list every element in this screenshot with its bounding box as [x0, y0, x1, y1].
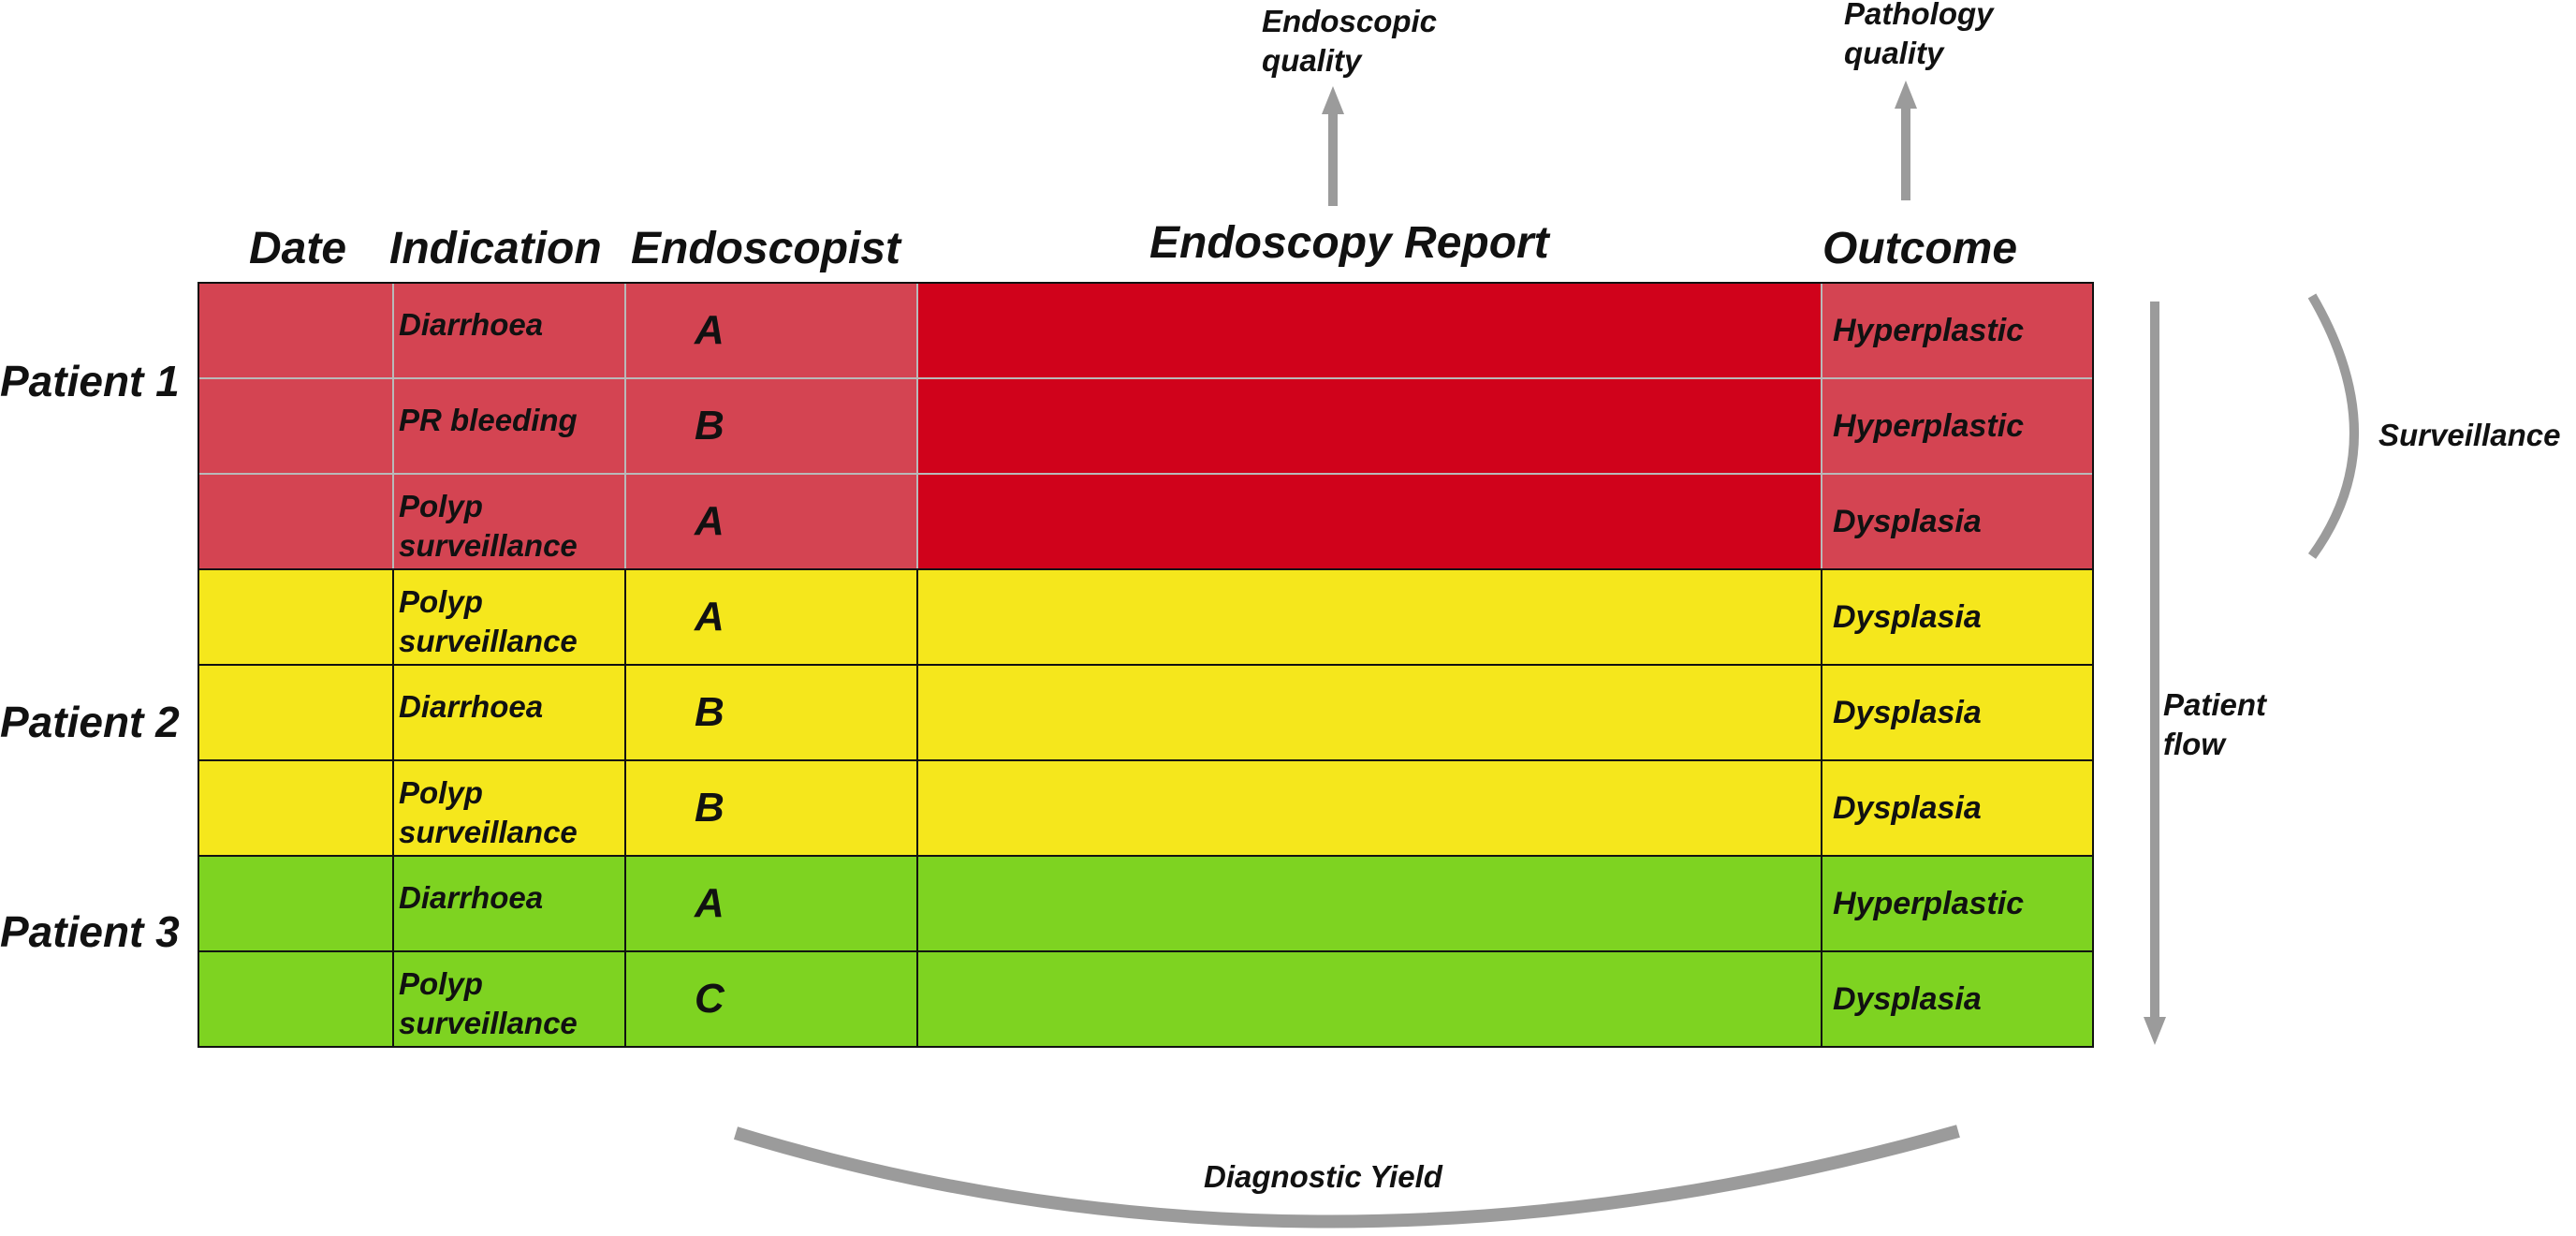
- indication-line: surveillance: [399, 815, 578, 849]
- indication-line: Diarrhoea: [399, 689, 544, 724]
- outcome-cell: Hyperplastic: [1833, 313, 2025, 348]
- endoscopist-cell: B: [695, 785, 724, 831]
- outcome-cell: Dysplasia: [1833, 695, 1982, 730]
- header-endoscopy-report: Endoscopy Report: [1149, 218, 1549, 268]
- annotation-line: Endoscopic: [1262, 4, 1438, 38]
- annotation-line: flow: [2163, 727, 2225, 761]
- endoscopic-quality-arrow-head: [1322, 86, 1344, 114]
- indication-line: Polyp: [399, 775, 483, 810]
- indication-cell: Diarrhoea: [399, 687, 543, 727]
- surveillance-label: Surveillance: [2378, 418, 2561, 452]
- endoscopist-cell: A: [695, 498, 724, 544]
- pathology-quality-arrow-head: [1895, 81, 1917, 109]
- annotation-line: quality: [1262, 43, 1362, 78]
- header-date: Date: [249, 224, 347, 273]
- outcome-cell: Dysplasia: [1833, 790, 1982, 826]
- report-block: [917, 283, 1822, 569]
- patient-flow-label: Patient flow: [2163, 685, 2266, 764]
- annotation-line: quality: [1844, 36, 1944, 70]
- header-indication: Indication: [389, 224, 602, 273]
- outcome-cell: Hyperplastic: [1833, 408, 2025, 444]
- indication-line: Polyp: [399, 966, 483, 1001]
- indication-cell: PR bleeding: [399, 401, 578, 440]
- indication-cell: Polyp surveillance: [399, 964, 578, 1043]
- endoscopic-quality-label: Endoscopic quality: [1262, 2, 1437, 81]
- patient-label: Patient 1: [0, 357, 180, 405]
- endoscopist-cell: A: [695, 307, 724, 353]
- indication-line: Polyp: [399, 584, 483, 619]
- header-endoscopist: Endoscopist: [631, 224, 901, 273]
- indication-cell: Polyp surveillance: [399, 773, 578, 852]
- endoscopist-cell: B: [695, 403, 724, 449]
- outcome-cell: Dysplasia: [1833, 981, 1982, 1017]
- indication-line: surveillance: [399, 624, 578, 658]
- endoscopist-cell: A: [695, 880, 724, 926]
- indication-line: PR bleeding: [399, 403, 578, 437]
- endoscopist-cell: A: [695, 594, 724, 640]
- header-outcome: Outcome: [1822, 224, 2018, 273]
- indication-cell: Diarrhoea: [399, 878, 543, 918]
- report-block: [917, 569, 1822, 856]
- patient-flow-arrow-head: [2144, 1017, 2166, 1045]
- indication-line: Diarrhoea: [399, 307, 544, 342]
- indication-line: Polyp: [399, 489, 483, 523]
- endoscopist-cell: C: [695, 976, 724, 1022]
- table-border: [198, 282, 2094, 1048]
- indication-line: surveillance: [399, 1006, 578, 1040]
- indication-cell: Diarrhoea: [399, 305, 543, 345]
- indication-cell: Polyp surveillance: [399, 487, 578, 566]
- diagnostic-yield-label: Diagnostic Yield: [1204, 1159, 1442, 1194]
- indication-line: Diarrhoea: [399, 880, 544, 915]
- patient-label: Patient 2: [0, 698, 180, 746]
- endoscopist-cell: B: [695, 689, 724, 735]
- annotation-line: Pathology: [1844, 0, 1994, 31]
- pathology-quality-label: Pathology quality: [1844, 0, 1994, 73]
- annotation-line: Patient: [2163, 687, 2267, 722]
- surveillance-bracket: [2307, 293, 2359, 559]
- indication-line: surveillance: [399, 528, 578, 563]
- indication-cell: Polyp surveillance: [399, 582, 578, 661]
- outcome-cell: Hyperplastic: [1833, 886, 2025, 921]
- outcome-cell: Dysplasia: [1833, 504, 1982, 539]
- outcome-cell: Dysplasia: [1833, 599, 1982, 635]
- patient-label: Patient 3: [0, 907, 180, 956]
- diagnostic-yield-curve: [733, 1125, 1960, 1229]
